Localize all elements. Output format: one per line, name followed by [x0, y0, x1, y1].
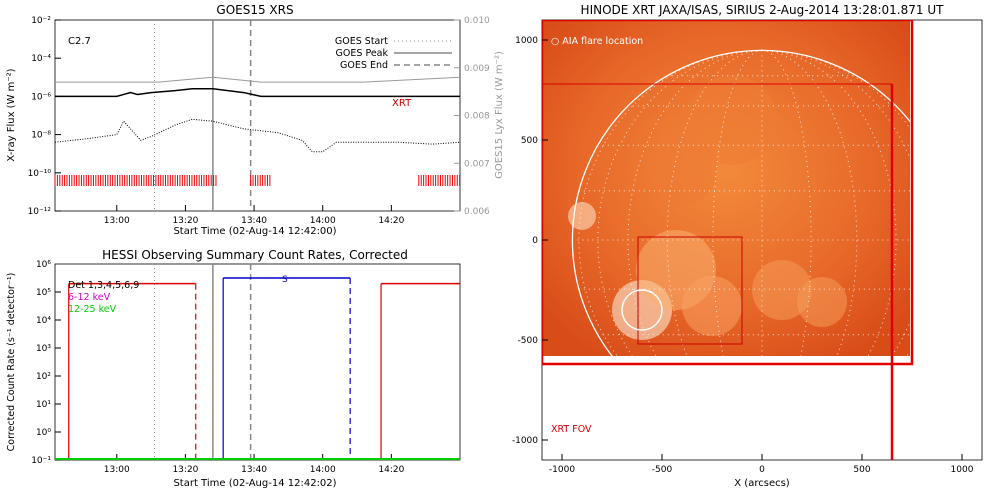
active-region: [752, 260, 812, 320]
image-xtick-label: 1000: [951, 465, 974, 475]
goes-x-axis: 13:00 13:20 13:40 14:00 14:20: [104, 205, 405, 226]
goes-xlabel: Start Time (02-Aug-14 12:42:00): [173, 226, 336, 237]
longitude-line: [761, 49, 927, 431]
hessi-ytick-label: 10⁴: [36, 316, 51, 326]
hessi-legend-6-12: 6-12 keV: [68, 292, 111, 303]
hessi-xtick-label: 13:00: [104, 465, 130, 475]
image-ytick-label: -1000: [512, 436, 538, 446]
hessi-title: HESSI Observing Summary Count Rates, Cor…: [102, 248, 408, 262]
hessi-ytick-label: 10⁶: [36, 260, 51, 270]
goes-xtick-label: 14:20: [378, 216, 404, 226]
aia-label: ○ AIA flare location: [551, 36, 643, 47]
hessi-y-axis: 10⁶ 10⁵ 10⁴ 10³ 10² 10¹ 10⁰ 10⁻¹: [31, 260, 61, 466]
goes-panel: GOES15 XRS 10⁻² 10⁻⁴ 10⁻⁶ 10⁻⁸ 10⁻¹⁰ 10⁻¹² 0.…: [6, 3, 505, 237]
longitude-line: [666, 49, 763, 431]
hessi-ytick-label: 10²: [36, 372, 51, 382]
goes-xtick-label: 13:20: [172, 216, 198, 226]
legend-goes-start: GOES Start: [335, 36, 388, 47]
active-region: [682, 276, 742, 336]
image-xtick-label: -1000: [549, 465, 575, 475]
active-region: [797, 277, 847, 327]
longitude-line: [761, 49, 858, 431]
hessi-xtick-label: 14:20: [378, 465, 404, 475]
image-xtick-label: 500: [853, 465, 870, 475]
hessi-series: [55, 277, 460, 460]
hessi-xtick-label: 13:20: [172, 465, 198, 475]
goes-xtick-label: 13:00: [104, 216, 130, 226]
goes-xtick-label: 14:00: [310, 216, 336, 226]
hessi-xtick-label: 14:00: [310, 465, 336, 475]
heliographic-grid: [572, 49, 952, 431]
goes-xrt-label: XRT: [392, 98, 412, 109]
legend-goes-peak: GOES Peak: [336, 48, 389, 59]
goes-ytick-label: 10⁻⁸: [31, 131, 51, 141]
hessi-ytick-label: 10³: [36, 344, 51, 354]
longitude-line: [597, 49, 763, 431]
goes-ylabel: X-ray Flux (W m⁻²): [6, 68, 17, 161]
xrt-image-texture: [568, 75, 847, 340]
hessi-legend-det: Det 1,3,4,5,6,9: [68, 280, 139, 291]
hessi-plot-frame: [54, 263, 461, 461]
image-xtick-label: -500: [652, 465, 673, 475]
goes-title: GOES15 XRS: [216, 3, 293, 17]
goes-y-axis: 10⁻² 10⁻⁴ 10⁻⁶ 10⁻⁸ 10⁻¹⁰ 10⁻¹²: [28, 16, 61, 217]
goes-ytick-label: 10⁻¹⁰: [28, 169, 52, 179]
hessi-xlabel: Start Time (02-Aug-14 12:42:02): [173, 478, 336, 489]
xrt-panel: HINODE XRT JAXA/ISAS, SIRIUS 2-Aug-2014 …: [512, 3, 983, 489]
goes-ytick-label: 10⁻⁴: [31, 54, 51, 64]
image-ytick-label: 1000: [515, 36, 538, 46]
image-title: HINODE XRT JAXA/ISAS, SIRIUS 2-Aug-2014 …: [581, 3, 945, 17]
goes-short-line: [54, 118, 461, 153]
hessi-panel: HESSI Observing Summary Count Rates, Cor…: [6, 248, 461, 489]
aia-flare-circle: [621, 289, 663, 331]
goes-lyx-line: [55, 76, 461, 83]
goes-y2tick-label: 0.007: [464, 159, 490, 169]
image-ytick-label: 0: [532, 236, 538, 246]
goes-ytick-label: 10⁻²: [31, 16, 51, 26]
goes-y2tick-label: 0.009: [464, 64, 490, 74]
hessi-s-label: S: [282, 275, 288, 285]
goes-legend: GOES Start GOES Peak GOES End: [335, 36, 452, 71]
hessi-ytick-label: 10⁻¹: [31, 456, 51, 466]
goes-class-label: C2.7: [68, 36, 91, 47]
hessi-ytick-label: 10⁵: [36, 288, 51, 298]
goes-xtick-label: 13:40: [241, 216, 267, 226]
goes-y2tick-label: 0.006: [464, 207, 490, 217]
goes-ytick-label: 10⁻⁶: [31, 92, 51, 102]
active-region: [687, 75, 777, 165]
image-x-axis: -1000 -500 0 500 1000: [549, 454, 974, 475]
goes-xrt-observations: [54, 175, 461, 186]
active-region: [568, 202, 596, 230]
goes-y2tick-label: 0.008: [464, 112, 490, 122]
fov-label: XRT FOV: [551, 424, 592, 435]
goes-ytick-label: 10⁻¹²: [28, 207, 52, 217]
hessi-ylabel: Corrected Count Rate (s⁻¹ detector⁻¹): [6, 273, 17, 452]
legend-goes-end: GOES End: [340, 60, 388, 71]
image-ytick-label: 500: [521, 136, 538, 146]
hessi-x-axis: 13:00 13:20 13:40 14:00 14:20: [104, 454, 405, 475]
hessi-legend-12-25: 12-25 keV: [68, 304, 117, 315]
goes-long-line: [55, 88, 460, 98]
image-xlabel: X (arcsecs): [734, 478, 790, 489]
image-ytick-label: -500: [518, 336, 539, 346]
longitude-line: [761, 49, 897, 431]
image-xtick-label: 0: [759, 465, 765, 475]
longitude-line: [627, 49, 763, 431]
goes-y2-axis: 0.010 0.009 0.008 0.007 0.006: [454, 16, 490, 217]
hessi-xtick-label: 13:40: [241, 465, 267, 475]
solar-limb: [571, 49, 953, 431]
active-region: [647, 135, 717, 205]
goes-y2tick-label: 0.010: [464, 16, 490, 26]
image-y-axis: 1000 500 0 -500 -1000: [512, 36, 548, 446]
goes-y2label: GOES15 Lyx Flux (W m⁻²): [494, 51, 505, 179]
xrt-fov-box: [542, 20, 914, 366]
hessi-ytick-label: 10⁰: [36, 428, 51, 438]
hessi-ytick-label: 10¹: [36, 400, 51, 410]
